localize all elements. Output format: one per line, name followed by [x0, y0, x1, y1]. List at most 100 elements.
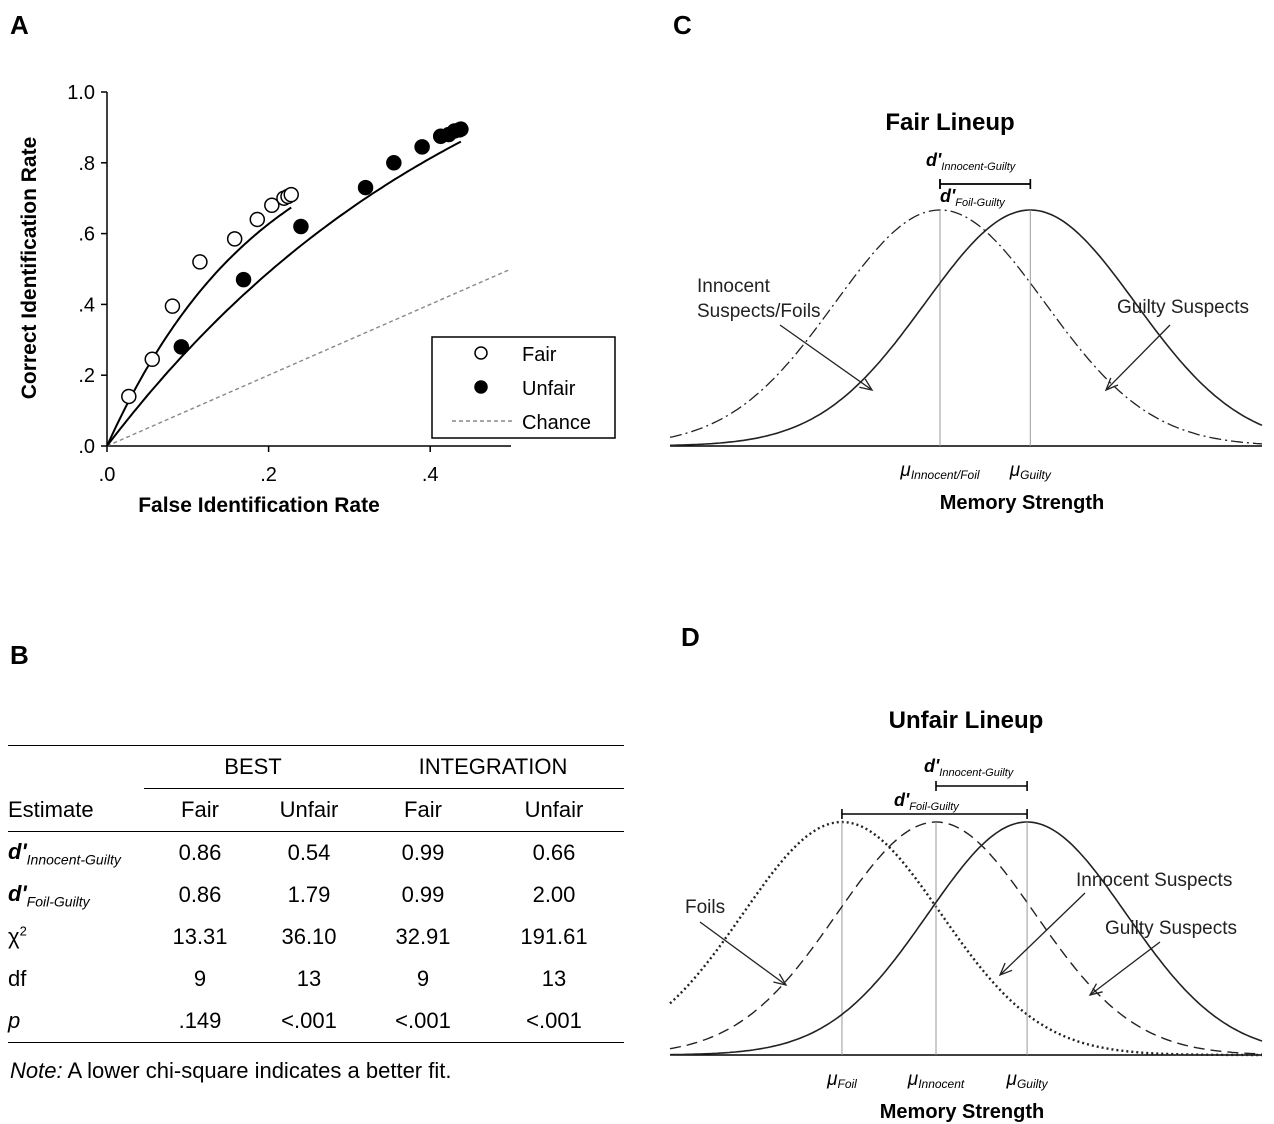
- unfair-arrow-shaft: [699, 921, 787, 986]
- fair-mu-label: μInnocent/Foil: [899, 460, 979, 482]
- note-label: Note:: [10, 1058, 63, 1083]
- fair-point: [226, 231, 243, 247]
- table-row: p .149 <.001 <.001 <.001: [8, 1000, 624, 1043]
- unfair-series-label: Foils: [685, 897, 725, 918]
- table-cell: 0.54: [287, 840, 331, 865]
- fair-point: [121, 388, 137, 405]
- table-row: d'Innocent-Guilty 0.86 0.54 0.99 0.66: [8, 832, 624, 875]
- fair-arrow-shaft: [779, 324, 873, 391]
- x-axis-title: False Identification Rate: [138, 494, 380, 517]
- fair-series-label: Suspects/Foils: [697, 301, 821, 322]
- table-cell: 13.31: [172, 924, 228, 949]
- table-cell: .149: [144, 1000, 256, 1043]
- note-text: A lower chi-square indicates a better fi…: [62, 1058, 452, 1083]
- table-note: Note: A lower chi-square indicates a bet…: [10, 1058, 451, 1084]
- fair-arrow-shaft: [1105, 324, 1171, 391]
- table-cell: <.001: [362, 1000, 484, 1043]
- chance-line: [106, 268, 512, 447]
- fair-point: [249, 211, 266, 228]
- y-axis-title: Correct Identification Rate: [18, 137, 41, 400]
- fair-point: [192, 254, 208, 270]
- unfair-title: Unfair Lineup: [889, 707, 1044, 734]
- panel-label-a: A: [10, 10, 29, 40]
- table-row: χ2 13.31 36.10 32.91 191.61: [8, 916, 624, 958]
- legend-label-unfair: Unfair: [522, 378, 576, 400]
- unfair-point: [386, 155, 402, 171]
- column-header: Fair: [144, 788, 256, 832]
- unfair-point: [414, 139, 430, 155]
- unfair-fit-curve: [106, 140, 462, 447]
- table-cell: 2.00: [532, 882, 576, 907]
- x-tick-label: .4: [422, 464, 439, 486]
- unfair-point: [357, 179, 374, 196]
- legend-label-chance: Chance: [522, 412, 591, 434]
- legend-label-fair: Fair: [522, 344, 557, 366]
- table-cell: 32.91: [395, 924, 451, 949]
- fair-fit-curve: [106, 206, 292, 447]
- row-label: p: [8, 1000, 144, 1043]
- fair-curve-innocent-suspects-foils: [669, 209, 1263, 445]
- group-header-row: BEST INTEGRATION: [8, 745, 624, 789]
- fair-point: [283, 186, 299, 203]
- unfair-mu-label: μInnocent: [907, 1069, 965, 1091]
- fair-arrow-head: [859, 378, 874, 391]
- y-tick-label: .0: [78, 436, 95, 458]
- unfair-mu-label: μFoil: [826, 1069, 857, 1091]
- panel-label-c: C: [673, 10, 692, 40]
- y-tick-label: .6: [78, 224, 95, 246]
- table-cell: 13: [541, 966, 567, 991]
- unfair-arrow-head: [773, 973, 788, 986]
- fair-series-label: Guilty Suspects: [1117, 297, 1249, 318]
- fair-mu-label: μGuilty: [1009, 460, 1052, 482]
- table-row: d'Foil-Guilty 0.86 1.79 0.99 2.00: [8, 874, 624, 916]
- table-cell: 0.86: [178, 882, 222, 907]
- x-tick-label: .0: [99, 464, 116, 486]
- unfair-point: [293, 218, 309, 235]
- row-label: d'Innocent-Guilty: [8, 838, 121, 868]
- table-cell: 1.79: [287, 882, 331, 907]
- unfair-mu-label: μGuilty: [1006, 1069, 1049, 1091]
- row-label: d'Foil-Guilty: [8, 880, 90, 910]
- table-cell: 0.66: [532, 840, 576, 865]
- table-cell: 0.86: [178, 840, 222, 865]
- unfair-arrow-head: [998, 962, 1013, 977]
- model-fit-table: BEST INTEGRATION Estimate Fair Unfair Fair Unf…: [8, 745, 624, 1043]
- panel-label-d: D: [681, 622, 700, 652]
- unfair-dprime-label: d'Innocent-Guilty: [924, 756, 1015, 779]
- y-tick-label: .8: [78, 153, 95, 175]
- unfair-curve-innocent-suspects: [669, 821, 1263, 1055]
- row-label: df: [8, 966, 27, 991]
- unfair-point: [235, 271, 252, 288]
- unfair-point: [453, 121, 469, 137]
- fair-point: [264, 197, 280, 214]
- column-header: Fair: [362, 788, 484, 832]
- table-cell: 36.10: [281, 924, 337, 949]
- legend-marker-fair: [474, 346, 488, 360]
- row-label: χ2: [8, 923, 27, 950]
- table-cell: 191.61: [520, 924, 588, 949]
- unfair-arrow-shaft: [1089, 941, 1161, 996]
- table-row: df 9 13 9 13: [8, 958, 624, 1000]
- fair-title: Fair Lineup: [885, 109, 1014, 136]
- unfair-arrow-shaft: [999, 892, 1086, 976]
- fair-series-label: Innocent: [697, 276, 771, 297]
- table-cell: 0.99: [401, 882, 445, 907]
- unfair-curve-foils: [669, 820, 1262, 1057]
- column-header: Estimate: [8, 788, 144, 832]
- unfair-arrow-head: [1088, 983, 1103, 997]
- y-tick-label: .4: [78, 294, 95, 316]
- table-cell: 0.99: [401, 840, 445, 865]
- unfair-point: [173, 339, 190, 355]
- unfair-dprime-label: d'Foil-Guilty: [894, 790, 960, 813]
- roc-chart: .0 .2 .4 .6 .8 1.0 .0 .2 .4 False Identification …: [18, 82, 616, 517]
- column-header-row: Estimate Fair Unfair Fair Unfair: [8, 788, 624, 832]
- table-cell: 9: [416, 966, 430, 991]
- unfair-x-label: Memory Strength: [880, 1101, 1044, 1123]
- fair-arrow-head: [1104, 377, 1119, 392]
- table-cell: 9: [193, 966, 207, 991]
- column-header: Unfair: [256, 788, 362, 832]
- column-header: Unfair: [484, 788, 624, 832]
- table-cell: <.001: [256, 1000, 362, 1043]
- fair-point: [144, 351, 160, 368]
